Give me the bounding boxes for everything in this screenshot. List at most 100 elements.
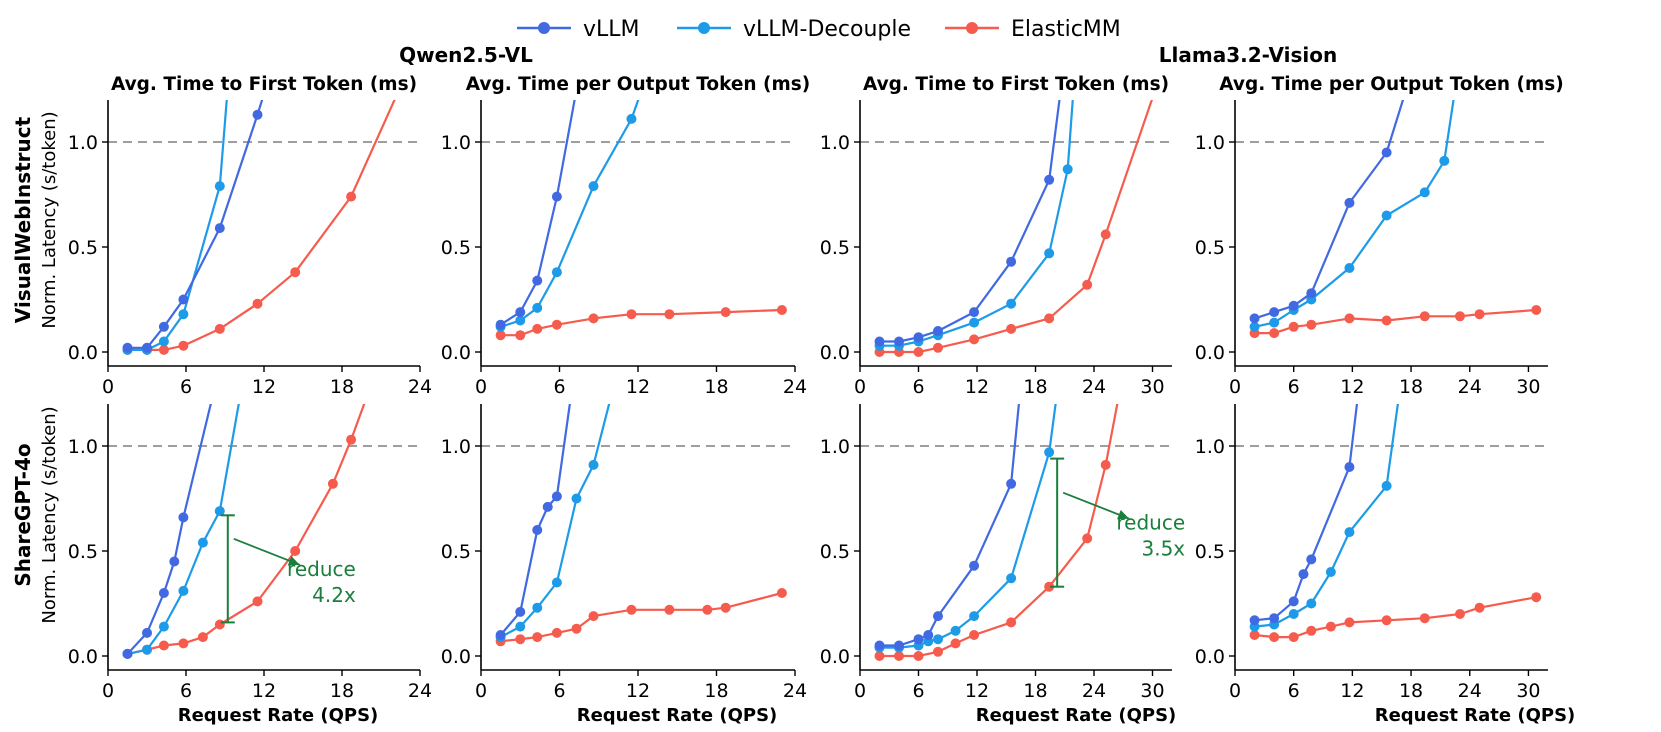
data-point-vllm (874, 336, 885, 347)
x-tick-label: 6 (912, 376, 924, 398)
x-tick-label: 12 (252, 680, 276, 702)
data-point-vllm (551, 491, 562, 502)
y-tick-label: 0.0 (820, 646, 850, 668)
x-tick-label: 0 (854, 680, 866, 702)
data-point-vllm-decouple (1439, 155, 1450, 166)
x-tick-label: 18 (1023, 680, 1047, 702)
data-point-vllm (1006, 478, 1017, 489)
row-ylabel-visualwebinstruct: Norm. Latency (s/token) (39, 111, 60, 328)
data-point-vllm (1006, 256, 1017, 267)
x-tick-label: 18 (704, 680, 728, 702)
data-point-vllm (874, 640, 885, 651)
data-point-vllm (178, 294, 189, 305)
data-point-elasticmm (551, 627, 562, 638)
data-point-vllm-decouple (588, 459, 599, 470)
data-point-elasticmm (913, 347, 924, 357)
data-point-vllm (913, 332, 924, 343)
x-tick-label: 24 (783, 680, 807, 702)
data-point-vllm-decouple (515, 315, 526, 326)
x-tick-label: 30 (1140, 376, 1164, 398)
data-point-vllm (1288, 596, 1299, 607)
data-point-elasticmm (515, 634, 526, 645)
x-axis-label: Request Rate (QPS) (976, 705, 1177, 726)
x-axis-label: Request Rate (QPS) (577, 705, 778, 726)
panel-0-0: Avg. Time to First Token (ms) 0.0 0.5 1.0 0 6… (68, 74, 432, 398)
x-axis-label: Request Rate (QPS) (1375, 705, 1576, 726)
legend-label-0: vLLM (583, 17, 640, 42)
annotation-value: 4.2x (312, 583, 356, 607)
data-point-vllm (142, 627, 152, 638)
series-line-vllm (499, 404, 571, 636)
x-tick-label: 6 (1288, 680, 1300, 702)
legend-marker-0 (538, 22, 550, 34)
panel-0-1: Avg. Time per Output Token (ms) 0.0 0.5 1.0… (441, 74, 810, 398)
x-tick-label: 6 (553, 680, 565, 702)
series-line-elasticmm (500, 308, 782, 337)
legend-label-2: ElasticMM (1011, 17, 1121, 42)
series-line-vllm (1254, 404, 1359, 622)
data-point-elasticmm (214, 619, 225, 630)
row-ylabel-sharegpt: Norm. Latency (s/token) (39, 406, 60, 623)
data-point-vllm-decouple (551, 267, 562, 278)
x-tick-label: 0 (475, 376, 487, 398)
x-axis-label: Request Rate (QPS) (178, 705, 379, 726)
data-point-vllm-decouple (197, 537, 208, 548)
data-point-vllm (933, 611, 943, 622)
x-tick-label: 18 (330, 376, 354, 398)
data-point-vllm-decouple (626, 113, 637, 124)
data-point-elasticmm (158, 640, 169, 651)
data-point-vllm (1044, 174, 1055, 185)
data-point-elasticmm (1531, 305, 1542, 315)
y-tick-label: 0.5 (441, 541, 471, 563)
data-point-vllm-decouple (1044, 248, 1055, 259)
data-point-vllm (1249, 313, 1260, 324)
x-tick-label: 6 (180, 680, 192, 702)
series-line-vllm (879, 100, 1061, 343)
panel-0-2: Avg. Time to First Token (ms) 0.0 0.5 1.0 0 6… (820, 74, 1172, 398)
row-ylabel: Norm. Latency (s/token) (39, 111, 60, 328)
data-point-elasticmm (1269, 328, 1280, 339)
y-tick-label: 0.5 (441, 237, 471, 259)
data-point-vllm (1269, 307, 1280, 318)
row-dataset-label: ShareGPT-4o (11, 443, 35, 586)
data-point-elasticmm (532, 632, 543, 643)
annotation-arrowhead (287, 556, 300, 566)
series-line-elasticmm (879, 404, 1119, 658)
series-group (495, 404, 787, 647)
data-point-vllm-decouple (950, 625, 961, 636)
data-point-vllm-decouple (1419, 187, 1430, 198)
data-point-vllm (1306, 554, 1317, 565)
series-line-vllm-decouple (1254, 100, 1455, 328)
data-point-vllm-decouple (142, 644, 152, 655)
data-point-elasticmm (626, 604, 637, 615)
data-point-vllm-decouple (1269, 317, 1280, 328)
series-line-vllm (127, 100, 264, 349)
data-point-elasticmm (588, 313, 599, 324)
data-point-elasticmm (969, 334, 980, 345)
data-point-elasticmm (178, 638, 189, 649)
y-tick-label: 1.0 (1195, 132, 1225, 154)
data-point-vllm-decouple (1344, 263, 1355, 273)
data-point-vllm-decouple (1306, 598, 1317, 609)
data-point-vllm (214, 223, 225, 234)
x-tick-label: 18 (704, 376, 728, 398)
data-point-vllm (551, 191, 562, 202)
data-point-elasticmm (969, 630, 980, 640)
data-point-vllm-decouple (214, 181, 225, 192)
data-point-vllm (169, 556, 180, 567)
data-point-vllm (142, 342, 152, 353)
data-point-vllm-decouple (1381, 210, 1392, 221)
data-point-vllm (1344, 462, 1355, 472)
annotation-arrow (1062, 491, 1130, 520)
data-point-elasticmm (776, 588, 787, 598)
data-point-vllm-decouple (158, 336, 169, 347)
data-point-vllm-decouple (969, 317, 980, 328)
panel-0-3: Avg. Time per Output Token (ms) 0.0 0.5 1.0… (1195, 74, 1564, 398)
y-tick-label: 0.0 (68, 646, 98, 668)
series-group (122, 404, 366, 659)
data-point-elasticmm (1474, 309, 1485, 320)
model-title-qwen: Qwen2.5-VL (399, 43, 533, 67)
data-point-elasticmm (720, 602, 731, 613)
data-point-elasticmm (1288, 632, 1299, 643)
x-tick-label: 24 (1082, 376, 1106, 398)
